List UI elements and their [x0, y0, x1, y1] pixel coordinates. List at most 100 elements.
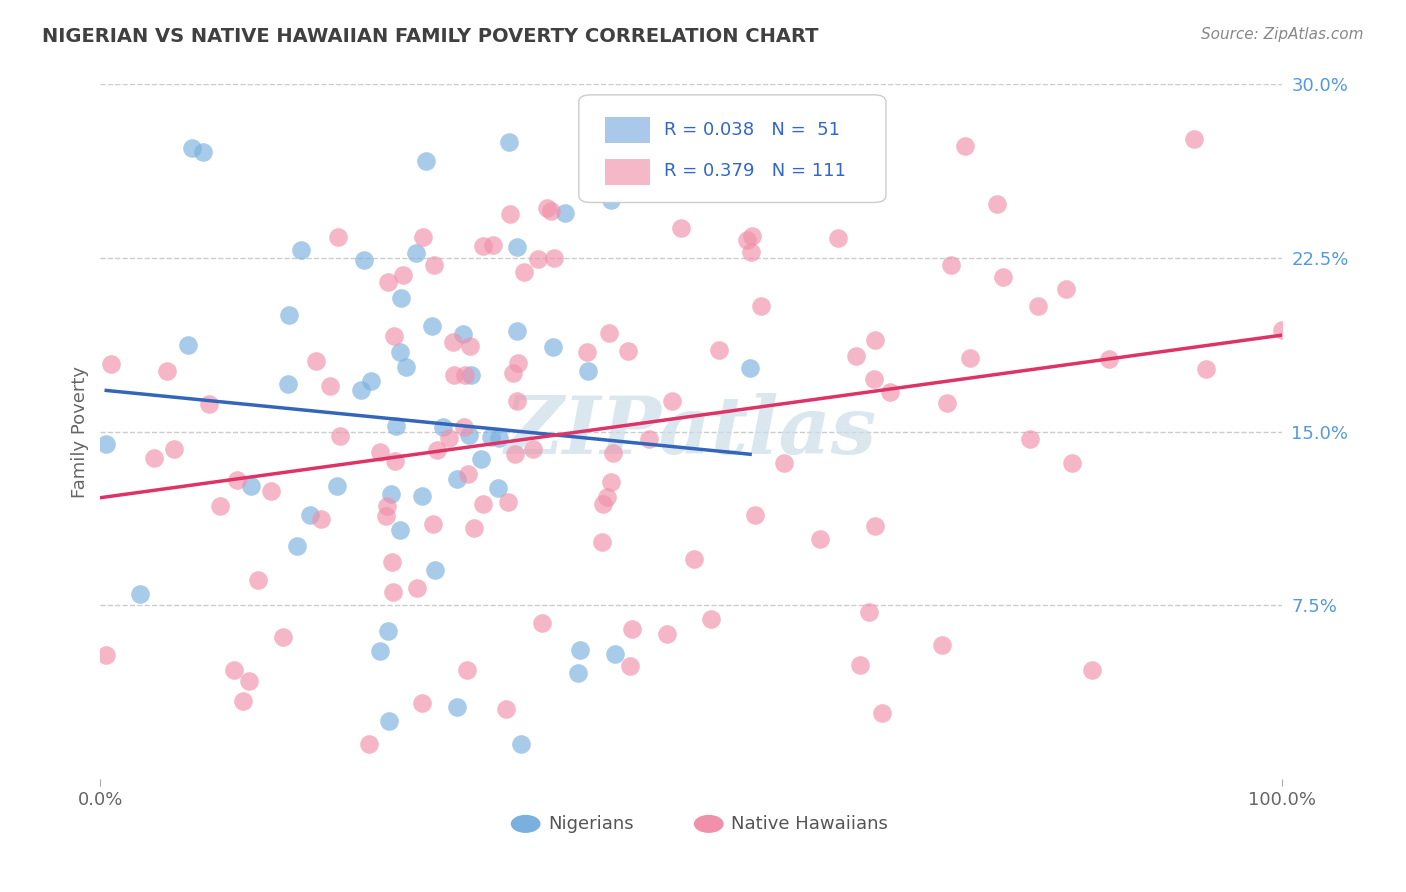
Point [506, 356, 529, 370]
Point [285, 539, 308, 553]
Point [350, 383, 373, 397]
Circle shape [695, 815, 723, 832]
Point [845, 349, 868, 363]
Point [700, 612, 723, 626]
Point [506, 240, 529, 254]
Point [496, 494, 519, 508]
Point [193, 145, 215, 159]
Point [655, 627, 678, 641]
Point [1080, 663, 1102, 677]
Point [619, 659, 641, 673]
Text: ZIPatlas: ZIPatlas [505, 392, 877, 470]
Point [936, 395, 959, 409]
Point [735, 233, 758, 247]
Point [1182, 131, 1205, 145]
Point [224, 663, 246, 677]
Point [863, 333, 886, 347]
Point [260, 484, 283, 499]
Point [309, 512, 332, 526]
Point [411, 489, 433, 503]
Point [368, 445, 391, 459]
Point [432, 420, 454, 434]
Point [554, 206, 576, 220]
Point [453, 327, 475, 342]
Point [522, 442, 544, 456]
Point [198, 396, 221, 410]
Point [740, 244, 762, 259]
Point [377, 499, 399, 513]
Point [723, 112, 745, 127]
Point [858, 606, 880, 620]
Point [870, 706, 893, 720]
Point [446, 472, 468, 486]
Point [991, 269, 1014, 284]
Point [567, 665, 589, 680]
Text: R = 0.379   N = 111: R = 0.379 N = 111 [664, 162, 846, 180]
Point [177, 337, 200, 351]
Point [603, 647, 626, 661]
Point [931, 638, 953, 652]
Point [405, 245, 427, 260]
Text: Source: ZipAtlas.com: Source: ZipAtlas.com [1201, 27, 1364, 42]
Point [499, 206, 522, 220]
Point [827, 231, 849, 245]
Point [181, 141, 204, 155]
Point [460, 368, 482, 382]
Point [592, 497, 614, 511]
Point [959, 351, 981, 366]
Point [1026, 299, 1049, 313]
Point [277, 376, 299, 391]
Point [443, 368, 465, 382]
Point [576, 364, 599, 378]
Point [530, 615, 553, 630]
Point [458, 339, 481, 353]
Point [541, 340, 564, 354]
Point [389, 523, 412, 537]
Point [411, 696, 433, 710]
FancyBboxPatch shape [605, 159, 650, 186]
Point [862, 372, 884, 386]
Point [388, 345, 411, 359]
Point [441, 334, 464, 349]
Point [486, 482, 509, 496]
Point [591, 535, 613, 549]
Point [495, 702, 517, 716]
Point [600, 475, 623, 489]
Point [453, 419, 475, 434]
Point [392, 268, 415, 282]
Point [498, 136, 520, 150]
Point [744, 508, 766, 522]
Point [472, 498, 495, 512]
Text: Native Hawaiians: Native Hawaiians [731, 815, 887, 833]
Point [142, 451, 165, 466]
Point [290, 243, 312, 257]
Point [277, 308, 299, 322]
Point [1271, 323, 1294, 337]
Point [100, 357, 122, 371]
Point [357, 737, 380, 751]
Point [772, 456, 794, 470]
Text: NIGERIAN VS NATIVE HAWAIIAN FAMILY POVERTY CORRELATION CHART: NIGERIAN VS NATIVE HAWAIIAN FAMILY POVER… [42, 27, 818, 45]
FancyBboxPatch shape [605, 117, 650, 144]
Point [602, 445, 624, 459]
Point [1054, 282, 1077, 296]
Point [502, 366, 524, 380]
Point [326, 479, 349, 493]
Point [226, 473, 249, 487]
Text: R = 0.038   N =  51: R = 0.038 N = 51 [664, 120, 839, 138]
Point [453, 368, 475, 383]
Point [299, 508, 322, 522]
Point [395, 360, 418, 375]
Point [238, 674, 260, 689]
Point [682, 552, 704, 566]
Point [457, 467, 479, 482]
Point [420, 318, 443, 333]
Y-axis label: Family Poverty: Family Poverty [72, 366, 89, 498]
Point [384, 454, 406, 468]
Point [239, 479, 262, 493]
Point [380, 487, 402, 501]
Point [422, 516, 444, 531]
Point [709, 343, 731, 358]
Point [488, 431, 510, 445]
Point [304, 354, 326, 368]
